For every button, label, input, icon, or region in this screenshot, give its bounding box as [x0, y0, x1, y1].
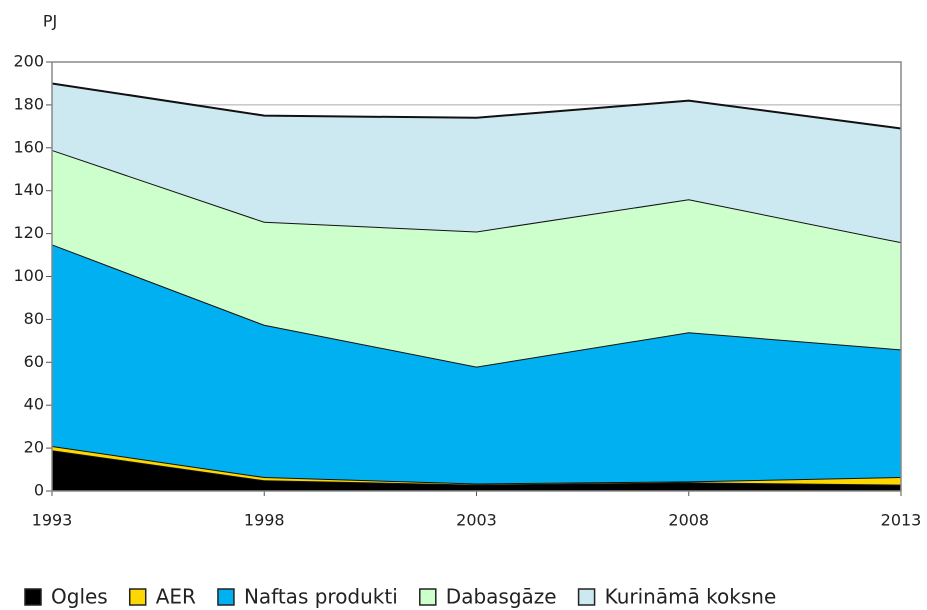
y-axis-label: PJ: [43, 12, 57, 31]
y-tick-label: 0: [34, 481, 44, 500]
y-tick-label: 140: [13, 180, 44, 199]
y-tick-label: 20: [24, 438, 44, 457]
legend-label: Naftas produkti: [244, 585, 398, 609]
y-tick-label: 100: [13, 266, 44, 285]
legend-marker: [128, 588, 147, 606]
legend: Ogles AER Naftas produkti Dabasgāze Kurināmā…: [24, 585, 777, 609]
area: [52, 445, 901, 485]
y-tick-label: 200: [13, 52, 44, 71]
legend-label: Kurināmā koksne: [605, 585, 777, 609]
y-tick-label: 60: [24, 352, 44, 371]
legend-label: Ogles: [51, 585, 108, 609]
area: [52, 149, 901, 367]
legend-marker: [577, 588, 596, 606]
legend-marker: [24, 588, 42, 606]
x-tick-label: 2008: [668, 511, 709, 530]
y-tick-label: 160: [13, 137, 44, 156]
x-tick-label: 2013: [881, 511, 922, 530]
y-tick-label: 180: [13, 94, 44, 113]
x-tick-label: 1998: [244, 511, 285, 530]
legend-marker: [419, 588, 437, 606]
area: [52, 244, 901, 484]
plot-frame: [51, 61, 902, 492]
y-tick-label: 120: [13, 223, 44, 242]
y-tick-label: 80: [24, 309, 44, 328]
x-tick-label: 2003: [456, 511, 497, 530]
area: [52, 83, 901, 243]
legend-label: AER: [156, 585, 196, 609]
plot-area: [46, 61, 902, 496]
area-edge: [51, 82, 902, 130]
legend-marker: [217, 588, 235, 606]
y-tick-label: 40: [24, 395, 44, 414]
legend-label: Dabasgāze: [446, 585, 557, 609]
x-tick-label: 1993: [32, 511, 73, 530]
